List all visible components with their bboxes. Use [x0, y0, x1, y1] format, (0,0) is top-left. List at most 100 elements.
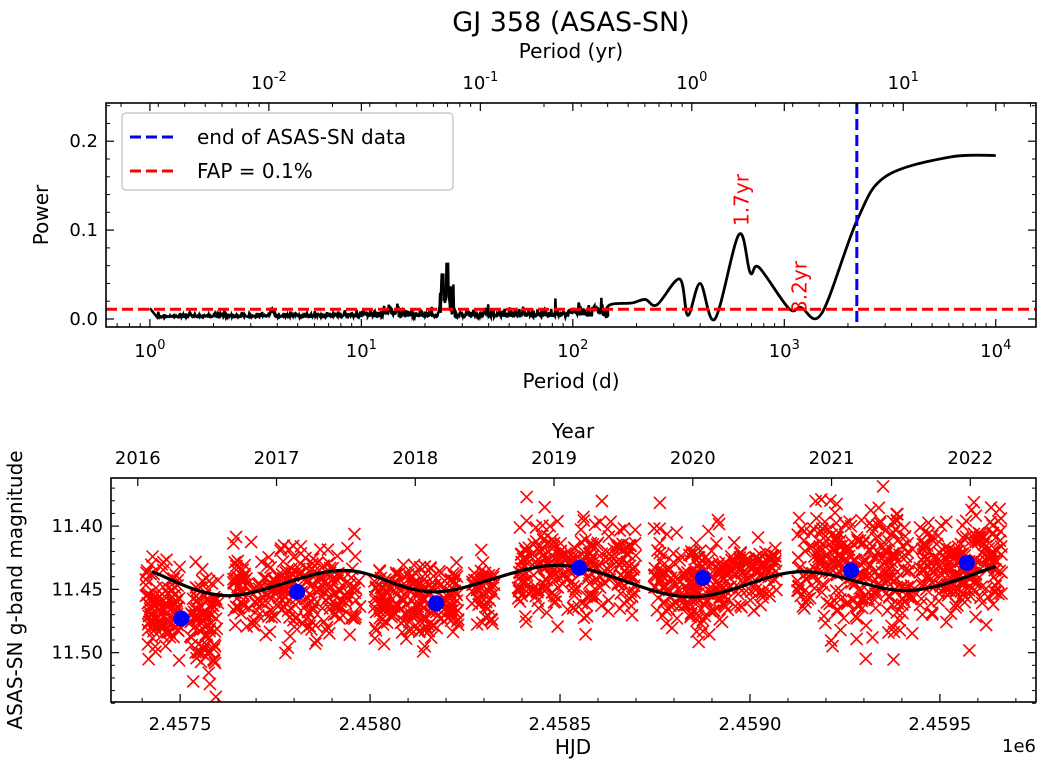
model-curve — [151, 563, 997, 599]
top-x-tick-label: 100 — [676, 70, 707, 94]
data-point-cross — [260, 559, 275, 573]
data-point-cross — [872, 501, 886, 515]
data-point-cross — [927, 564, 941, 578]
data-point-cross — [594, 599, 608, 613]
data-point-cross — [791, 550, 805, 565]
data-point-cross — [625, 608, 639, 622]
data-point-cross — [444, 607, 458, 622]
binned-mean-point — [289, 583, 306, 600]
data-point-cross — [140, 566, 154, 580]
data-point-cross — [422, 618, 436, 632]
data-point-cross — [669, 570, 683, 584]
data-point-cross — [933, 567, 947, 581]
data-point-cross — [433, 578, 448, 592]
data-point-cross — [690, 625, 704, 639]
data-point-cross — [199, 628, 213, 642]
data-point-cross — [696, 624, 710, 638]
data-point-cross — [713, 560, 728, 574]
data-point-cross — [716, 572, 730, 586]
data-point-cross — [694, 617, 708, 631]
data-point-cross — [268, 610, 282, 624]
data-point-cross — [863, 516, 877, 530]
top-x-tick-label: 101 — [888, 70, 919, 94]
data-point-cross — [812, 552, 826, 566]
data-point-cross — [352, 574, 366, 588]
data-point-cross — [304, 595, 319, 609]
plot-area — [139, 479, 1009, 702]
data-point-cross — [989, 585, 1003, 599]
data-point-cross — [709, 537, 723, 551]
data-point-cross — [969, 509, 983, 523]
data-point-cross — [160, 613, 174, 627]
data-point-cross — [995, 566, 1009, 580]
data-point-cross — [758, 545, 772, 559]
data-point-cross — [349, 593, 363, 607]
y-tick-label: 11.45 — [51, 579, 103, 600]
x-tick-label: 2.4590 — [718, 714, 781, 735]
data-point-cross — [768, 541, 782, 555]
legend-box — [121, 112, 454, 191]
data-point-cross — [727, 555, 741, 569]
data-point-cross — [287, 620, 301, 634]
data-point-cross — [850, 632, 864, 646]
data-point-cross — [193, 624, 207, 638]
x-tick-label: 2.4595 — [908, 714, 971, 735]
data-point-cross — [601, 604, 615, 618]
data-point-cross — [939, 615, 953, 629]
data-point-cross — [621, 548, 636, 562]
year-tick-label: 2020 — [670, 448, 716, 469]
data-point-cross — [368, 631, 382, 646]
data-point-cross — [791, 574, 805, 588]
data-point-cross — [666, 555, 680, 569]
x-tick-label: 104 — [980, 338, 1011, 362]
data-point-cross — [323, 602, 337, 616]
data-point-cross — [655, 569, 669, 583]
data-point-cross — [653, 522, 667, 536]
data-point-cross — [756, 584, 770, 598]
data-point-cross — [545, 542, 559, 556]
data-point-cross — [298, 551, 312, 565]
x-tick-label: 103 — [769, 338, 800, 362]
data-point-cross — [519, 615, 533, 629]
data-point-cross — [330, 549, 344, 563]
data-point-cross — [792, 511, 806, 525]
peak-annotation: 3.2yr — [788, 260, 812, 313]
data-point-cross — [578, 533, 592, 547]
data-point-cross — [954, 537, 968, 551]
data-point-cross — [306, 603, 320, 617]
data-point-cross — [729, 558, 743, 572]
data-point-cross — [592, 558, 606, 572]
data-point-cross — [628, 523, 642, 537]
data-point-cross — [670, 611, 684, 625]
data-point-cross — [748, 551, 762, 565]
data-point-cross — [155, 557, 169, 571]
data-point-cross — [689, 536, 703, 550]
data-point-cross — [257, 571, 271, 585]
data-point-cross — [487, 587, 501, 601]
peak-annotation: 1.7yr — [729, 173, 753, 226]
offset-label: 1e6 — [1002, 736, 1036, 757]
data-point-cross — [617, 521, 631, 536]
year-tick-label: 2016 — [115, 448, 161, 469]
data-point-cross — [475, 591, 489, 605]
data-point-cross — [287, 550, 301, 564]
data-point-cross — [519, 574, 533, 588]
data-point-cross — [347, 527, 361, 541]
data-point-cross — [934, 561, 948, 575]
data-point-cross — [829, 516, 843, 530]
data-point-cross — [859, 652, 873, 666]
data-point-cross — [153, 590, 167, 604]
data-point-cross — [579, 627, 593, 641]
data-point-cross — [890, 514, 904, 528]
data-point-cross — [317, 614, 331, 628]
data-point-cross — [208, 656, 222, 670]
data-point-cross — [624, 539, 638, 553]
data-point-cross — [589, 571, 603, 586]
data-point-cross — [139, 578, 153, 592]
data-point-cross — [144, 614, 158, 628]
data-point-cross — [567, 541, 581, 555]
data-point-cross — [372, 563, 387, 578]
data-point-cross — [854, 513, 868, 527]
data-point-cross — [589, 590, 603, 604]
data-point-cross — [979, 618, 993, 632]
